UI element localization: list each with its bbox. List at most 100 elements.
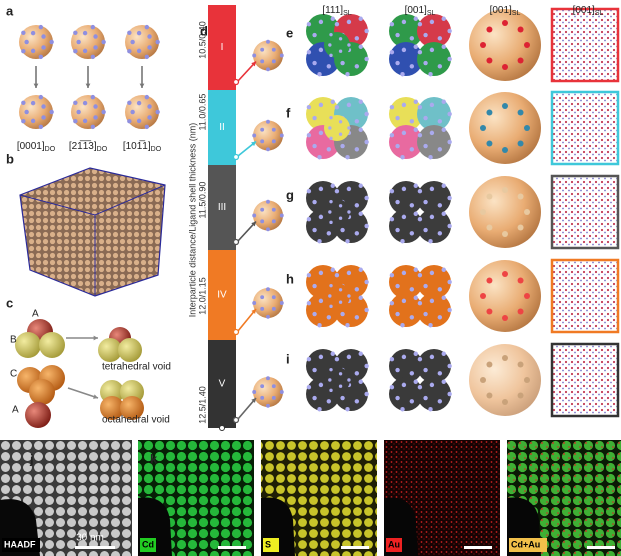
ligand-dot: [252, 213, 257, 218]
ligand-dot: [364, 111, 369, 117]
ligand-dot: [271, 139, 276, 144]
ligand-dot: [260, 295, 265, 300]
ligand-dot: [428, 155, 433, 160]
surface-spot: [486, 109, 493, 116]
ligand-dot: [271, 295, 276, 300]
column-header: [001]SL: [573, 5, 604, 17]
ligand-dot: [260, 139, 265, 144]
ligand-dot: [389, 189, 395, 194]
arrow-head: [251, 398, 256, 403]
surface-spot: [480, 293, 486, 299]
lattice-map: [550, 90, 620, 166]
ligand-dot: [417, 50, 423, 55]
ligand-dot: [318, 19, 324, 25]
sphere: [417, 209, 451, 243]
ligand-dot: [73, 48, 78, 54]
ligand-dot: [441, 183, 446, 188]
surface-spot: [517, 109, 524, 116]
ligand-dot: [413, 16, 418, 21]
arrow: [237, 60, 257, 82]
column-header: [001]SL: [490, 5, 521, 17]
sphere: [71, 95, 105, 129]
label-main: [21̅1̅3]: [69, 140, 97, 152]
surface-spot: [517, 57, 524, 64]
ligand-dot: [252, 390, 257, 394]
ligand-dot: [329, 199, 333, 204]
ligand-dot: [437, 147, 443, 152]
ligand-dot: [413, 127, 418, 132]
ligand-dot: [155, 109, 160, 115]
channel-label: Cd: [142, 539, 154, 549]
ligand-dot: [441, 127, 446, 132]
sphere: [324, 283, 350, 309]
sphere: [253, 200, 283, 231]
tick-label: 10.5/0.40: [197, 21, 207, 59]
ligand-dot: [354, 36, 360, 41]
ligand-dot: [389, 133, 395, 138]
sphere: [100, 396, 124, 420]
ligand-dot: [306, 50, 312, 55]
ligand-dot: [345, 239, 350, 244]
ligand-dot: [364, 363, 369, 369]
ligand-dot: [136, 30, 142, 36]
surface-spot: [524, 125, 530, 131]
ligand-dot: [345, 72, 350, 77]
sphere: [389, 42, 423, 76]
surface-spot: [524, 293, 530, 299]
ligand-dot: [417, 217, 423, 222]
ligand-dot: [447, 391, 452, 397]
ligand-dot: [41, 104, 46, 109]
ligand-dot: [318, 186, 324, 192]
ligand-dot: [441, 16, 446, 21]
ligand-dot: [429, 298, 435, 304]
panel-letter: k: [150, 451, 158, 466]
ligand-dot: [260, 395, 265, 400]
sphere: [389, 377, 423, 411]
panel-letter: d: [200, 23, 208, 38]
ligand-dot: [260, 207, 265, 212]
ligand-dot: [364, 223, 369, 229]
ligand-dot: [306, 105, 312, 110]
ligand-dot: [260, 47, 265, 52]
phase-marker: [232, 78, 240, 86]
ligand-dot: [429, 382, 435, 388]
tick-label: 11.0/0.65: [197, 94, 207, 131]
ligand-dot: [144, 124, 150, 130]
ligand-dot: [423, 115, 428, 121]
ligand-dot: [312, 311, 317, 317]
label-main: [101̅1]: [123, 140, 151, 152]
ligand-dot: [306, 301, 312, 306]
ligand-dot: [340, 395, 345, 401]
ligand-dot: [429, 214, 435, 220]
ligand-dot: [90, 54, 96, 60]
label-sub: DO: [151, 146, 162, 153]
ligand-dot: [354, 203, 360, 208]
ligand-dot: [437, 119, 443, 124]
ligand-dot: [389, 217, 395, 222]
ligand-dot: [155, 39, 160, 45]
ligand-dot: [271, 306, 276, 311]
ligand-dot: [364, 279, 369, 285]
ligand-dot: [413, 99, 418, 104]
ligand-dot: [318, 298, 324, 304]
void-label: octahedral void: [102, 415, 170, 426]
ligand-dot: [338, 120, 343, 124]
sphere: [118, 338, 142, 362]
surface-spot: [486, 308, 493, 315]
ligand-dot: [73, 30, 78, 36]
ligand-dot: [364, 139, 369, 145]
ligand-dot: [417, 301, 423, 306]
ligand-dot: [429, 47, 435, 53]
ligand-dot: [428, 407, 433, 412]
ligand-dot: [358, 183, 363, 188]
arrow: [237, 397, 257, 420]
ligand-dot: [346, 354, 352, 360]
ligand-dot: [41, 115, 46, 120]
ligand-dot: [318, 214, 324, 220]
ligand-dot: [334, 22, 340, 27]
ligand-dot: [345, 323, 350, 328]
image-label-bg: [2, 538, 40, 552]
ligand-dot: [400, 239, 405, 244]
phase-segment: [208, 250, 236, 340]
ligand-dot: [330, 183, 335, 188]
